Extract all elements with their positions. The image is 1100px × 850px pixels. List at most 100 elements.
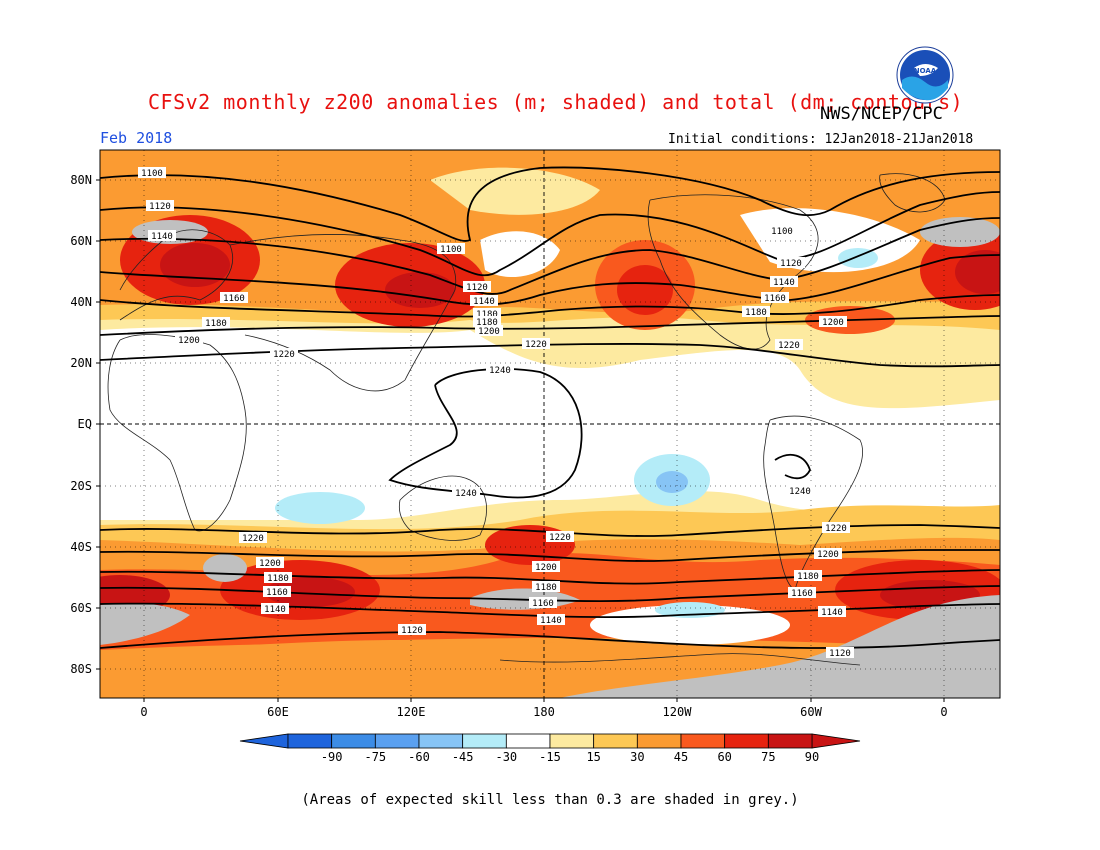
lon-tick-label: 60W <box>800 705 822 719</box>
latitude-axis: 80N 60N 40N 20N EQ 20S 40S 60S 80S <box>70 173 100 676</box>
contour-label-bg <box>768 225 796 236</box>
contour-label-bg <box>532 561 560 572</box>
contour-label: 1200 <box>535 563 557 573</box>
contour-label: 1220 <box>825 524 847 534</box>
contour-label: 1180 <box>745 308 767 318</box>
contour-label-bg <box>786 485 814 496</box>
colorbar-arrow-left <box>239 733 289 749</box>
contour-label-bg <box>522 338 550 349</box>
contour-label-bg <box>398 624 426 635</box>
contour-labels: 1100112011401160118012001220124011001120… <box>138 167 854 659</box>
contour-1220-south <box>100 524 1000 537</box>
contour-1160-north <box>100 254 1000 306</box>
contour-label-bg <box>761 292 789 303</box>
contour-label: 1220 <box>525 340 547 350</box>
lat-tick-label: 80S <box>70 662 92 676</box>
coast-africa <box>107 334 247 532</box>
contour-label: 1180 <box>205 319 227 329</box>
contour-label-bg <box>770 276 798 287</box>
contour-label: 1180 <box>476 318 498 328</box>
lat-tick-label: 20N <box>70 356 92 370</box>
lon-tick-label: 0 <box>940 705 947 719</box>
forecast-month: Feb 2018 <box>100 129 173 147</box>
contour-1200-north <box>100 315 1000 336</box>
colorbar-swatch <box>374 733 420 749</box>
colorbar-swatch <box>593 733 638 749</box>
contour-label: 1200 <box>259 559 281 569</box>
colorbar-tick-label: -60 <box>408 750 430 764</box>
contour-label: 1100 <box>440 245 462 255</box>
contour-label-bg <box>270 348 298 359</box>
contour-label-bg <box>437 243 465 254</box>
anomaly-neutral-arctic <box>430 167 600 215</box>
contour-label: 1220 <box>549 533 571 543</box>
contour-label-bg <box>819 316 847 327</box>
lat-tick-label: 40S <box>70 540 92 554</box>
contour-label: 1180 <box>476 310 498 320</box>
lat-tick-label: 60S <box>70 601 92 615</box>
colorbar-tick-label: 45 <box>674 750 688 764</box>
contour-label: 1220 <box>778 341 800 351</box>
colorbar-swatch <box>462 733 507 749</box>
contour-label-bg <box>452 487 480 498</box>
longitude-axis: 0 60E 120E 180 120W 60W 0 <box>140 698 948 719</box>
contour-label-bg <box>822 522 850 533</box>
contour-1200-south <box>100 549 1000 562</box>
contour-label: 1140 <box>773 278 795 288</box>
lat-tick-label: 60N <box>70 234 92 248</box>
contour-label-bg <box>475 325 503 336</box>
contour-label: 1240 <box>789 487 811 497</box>
colorbar-swatch <box>331 733 376 749</box>
contour-label-bg <box>175 334 203 345</box>
contour-label-bg <box>146 200 174 211</box>
low-skill-africa-south <box>203 554 247 582</box>
contour-label-bg <box>775 339 803 350</box>
contour-label-bg <box>814 548 842 559</box>
contour-label: 1160 <box>532 599 554 609</box>
colorbar-tick-label: 15 <box>586 750 600 764</box>
contour-label: 1100 <box>141 169 163 179</box>
contour-label-bg <box>261 603 289 614</box>
anomaly-90-south-indian <box>265 577 355 607</box>
coast-antarctica <box>499 653 861 666</box>
contour-label-bg <box>239 532 267 543</box>
contour-1140-north <box>100 217 1000 295</box>
contour-1120-south <box>100 631 1000 649</box>
lon-tick-label: 0 <box>140 705 147 719</box>
lon-tick-label: 120E <box>397 705 426 719</box>
contour-label-bg <box>220 292 248 303</box>
map-title: CFSv2 monthly z200 anomalies (m; shaded)… <box>148 90 964 114</box>
colorbar-swatch <box>636 733 682 749</box>
colorbar-arrow-right <box>811 733 861 749</box>
contour-label: 1200 <box>478 327 500 337</box>
contour-label-bg <box>486 364 514 375</box>
low-skill-sw <box>100 603 190 645</box>
lat-tick-label: 40N <box>70 295 92 309</box>
contour-1180-north <box>100 294 1000 318</box>
colorbar-tick-label: -45 <box>452 750 474 764</box>
anomaly-neg-indian <box>275 492 365 524</box>
contour-label-bg <box>788 587 816 598</box>
contour-label-bg <box>826 647 854 658</box>
contour-label: 1140 <box>540 616 562 626</box>
contour-label-bg <box>473 308 501 319</box>
contour-label: 1120 <box>149 202 171 212</box>
contour-label-bg <box>777 257 805 268</box>
anomaly-neutral-s-pacific <box>590 605 790 645</box>
anomaly-45-60-north <box>100 150 1000 313</box>
lon-tick-label: 180 <box>533 705 555 719</box>
plot-area: 1100112011401160118012001220124011001120… <box>100 150 1000 698</box>
colorbar-swatch <box>287 733 333 749</box>
contour-label: 1120 <box>780 259 802 269</box>
lat-tick-label: EQ <box>78 417 92 431</box>
contour-label: 1220 <box>242 534 264 544</box>
anomaly-neutral-nasia <box>480 231 560 278</box>
contour-label: 1160 <box>764 294 786 304</box>
contour-label: 1120 <box>466 283 488 293</box>
contour-label: 1140 <box>473 297 495 307</box>
coast-asia <box>229 234 457 392</box>
contour-label-bg <box>532 581 560 592</box>
colorbar-tick-label: -75 <box>364 750 386 764</box>
low-skill-antarctic <box>560 595 1000 698</box>
colorbar-swatch <box>505 733 551 749</box>
